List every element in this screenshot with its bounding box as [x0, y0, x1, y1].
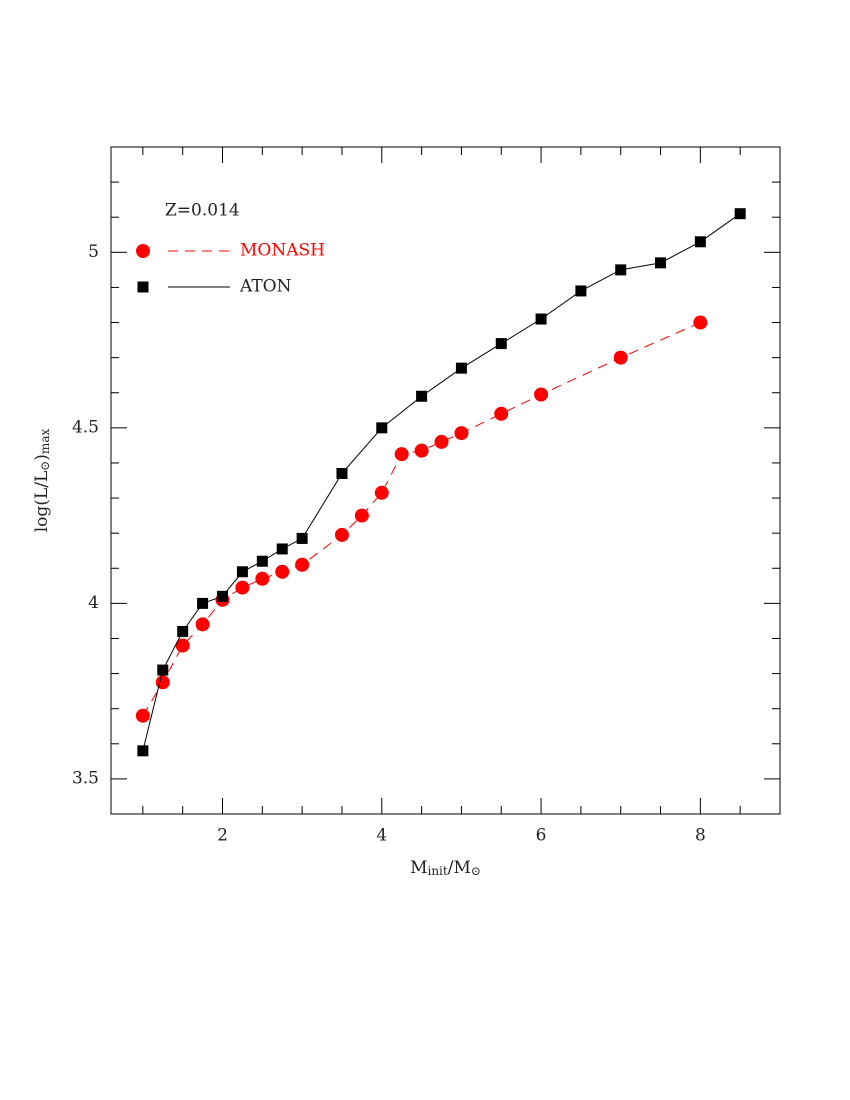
legend-marker [137, 281, 149, 293]
point [694, 236, 706, 248]
point [195, 617, 210, 632]
point [256, 555, 268, 567]
point [155, 675, 170, 690]
point [135, 708, 150, 723]
y-tick-label: 3.5 [72, 768, 99, 788]
series-line [142, 322, 701, 716]
y-axis-label-part: ) [32, 454, 52, 461]
point [495, 338, 507, 350]
point [255, 571, 270, 586]
y-axis-label-part: max [38, 429, 52, 455]
point [137, 745, 149, 757]
x-axis-label-part: /M [448, 858, 471, 878]
point [434, 434, 449, 449]
point [197, 597, 209, 609]
point [376, 422, 388, 434]
x-axis-label-part: init [427, 864, 447, 878]
y-axis-label-part: log(L/L [32, 471, 52, 533]
legend-marker [136, 244, 150, 258]
point [354, 508, 369, 523]
point [177, 625, 189, 637]
point [615, 264, 627, 276]
legend-label: MONASH [240, 241, 325, 261]
plot-frame [110, 146, 781, 815]
point [734, 208, 746, 220]
y-tick-label: 4 [88, 593, 99, 613]
point [394, 447, 409, 462]
point [414, 443, 429, 458]
point [336, 467, 348, 479]
x-tick-label: 4 [376, 826, 387, 846]
point [693, 315, 708, 330]
y-tick-label: 4.5 [72, 417, 99, 437]
y-tick-label: 5 [88, 242, 99, 262]
x-axis-label-part: ⊙ [471, 864, 481, 878]
point [374, 485, 389, 500]
point [535, 313, 547, 325]
point [235, 580, 250, 595]
point [334, 527, 349, 542]
point [494, 406, 509, 421]
legend-label: ATON [239, 277, 292, 297]
annotation: Z=0.014 [165, 201, 240, 221]
point [157, 664, 169, 676]
point [295, 557, 310, 572]
x-tick-label: 2 [217, 826, 228, 846]
point [296, 532, 308, 544]
x-axis-label: Minit/M⊙ [410, 858, 481, 879]
x-tick-label: 6 [536, 826, 547, 846]
x-axis-label-part: M [410, 858, 427, 878]
point [655, 257, 667, 269]
point [575, 285, 587, 297]
point [455, 362, 467, 374]
y-axis-label-part: ⊙ [38, 461, 52, 471]
point [275, 564, 290, 579]
point [416, 390, 428, 402]
x-tick-label: 8 [695, 826, 706, 846]
point [454, 426, 469, 441]
point [613, 350, 628, 365]
y-axis-label: log(L/L⊙)max [32, 429, 53, 533]
point [534, 387, 549, 402]
point [276, 543, 288, 555]
point [175, 638, 190, 653]
point [217, 590, 228, 602]
point [236, 566, 248, 578]
